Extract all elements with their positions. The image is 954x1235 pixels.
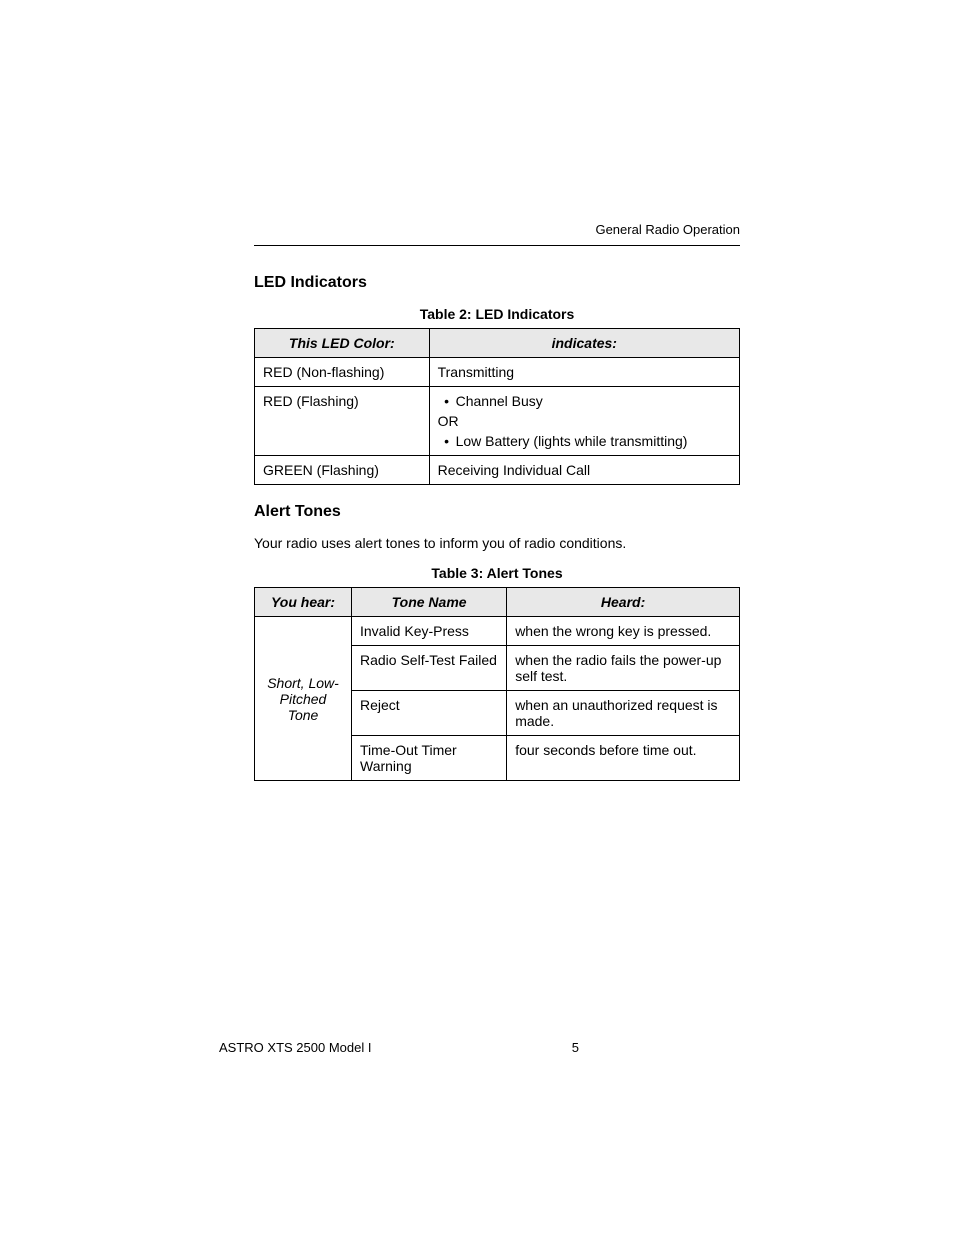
page-number: 5 [572, 1040, 739, 1055]
table3-col2-header: Tone Name [352, 588, 507, 617]
section-title-led: LED Indicators [254, 274, 740, 292]
table3-col1-header: You hear: [255, 588, 352, 617]
table-row: GREEN (Flashing) Receiving Individual Ca… [255, 456, 740, 485]
cell: Transmitting [429, 358, 739, 387]
list-item: Channel Busy [438, 393, 731, 409]
table-row: Short, Low-Pitched Tone Invalid Key-Pres… [255, 617, 740, 646]
cell: Time-Out Timer Warning [352, 736, 507, 781]
cell: Reject [352, 691, 507, 736]
table-header-row: This LED Color: indicates: [255, 329, 740, 358]
cell: Radio Self-Test Failed [352, 646, 507, 691]
or-text: OR [438, 413, 731, 429]
table3-caption: Table 3: Alert Tones [254, 565, 740, 581]
page-footer: ASTRO XTS 2500 Model I 5 [219, 1040, 739, 1055]
cell: when the radio fails the power-up self t… [507, 646, 740, 691]
row-group-label: Short, Low-Pitched Tone [255, 617, 352, 781]
table2-col1-header: This LED Color: [255, 329, 430, 358]
cell: RED (Non-flashing) [255, 358, 430, 387]
cell: Invalid Key-Press [352, 617, 507, 646]
table3-col3-header: Heard: [507, 588, 740, 617]
table-led-indicators: This LED Color: indicates: RED (Non-flas… [254, 328, 740, 485]
table-alert-tones: You hear: Tone Name Heard: Short, Low-Pi… [254, 587, 740, 781]
cell: four seconds before time out. [507, 736, 740, 781]
cell: when an unauthorized request is made. [507, 691, 740, 736]
cell: Receiving Individual Call [429, 456, 739, 485]
cell: when the wrong key is pressed. [507, 617, 740, 646]
section-title-alert: Alert Tones [254, 503, 740, 521]
cell: GREEN (Flashing) [255, 456, 430, 485]
footer-model: ASTRO XTS 2500 Model I [219, 1040, 371, 1055]
running-header: General Radio Operation [254, 222, 740, 245]
table2-caption: Table 2: LED Indicators [254, 306, 740, 322]
table-header-row: You hear: Tone Name Heard: [255, 588, 740, 617]
intro-paragraph: Your radio uses alert tones to inform yo… [254, 535, 740, 551]
cell: RED (Flashing) [255, 387, 430, 456]
table2-col2-header: indicates: [429, 329, 739, 358]
list-item: Low Battery (lights while transmitting) [438, 433, 731, 449]
table-row: RED (Non-flashing) Transmitting [255, 358, 740, 387]
table-row: RED (Flashing) Channel Busy OR Low Batte… [255, 387, 740, 456]
header-rule [254, 245, 740, 246]
cell: Channel Busy OR Low Battery (lights whil… [429, 387, 739, 456]
